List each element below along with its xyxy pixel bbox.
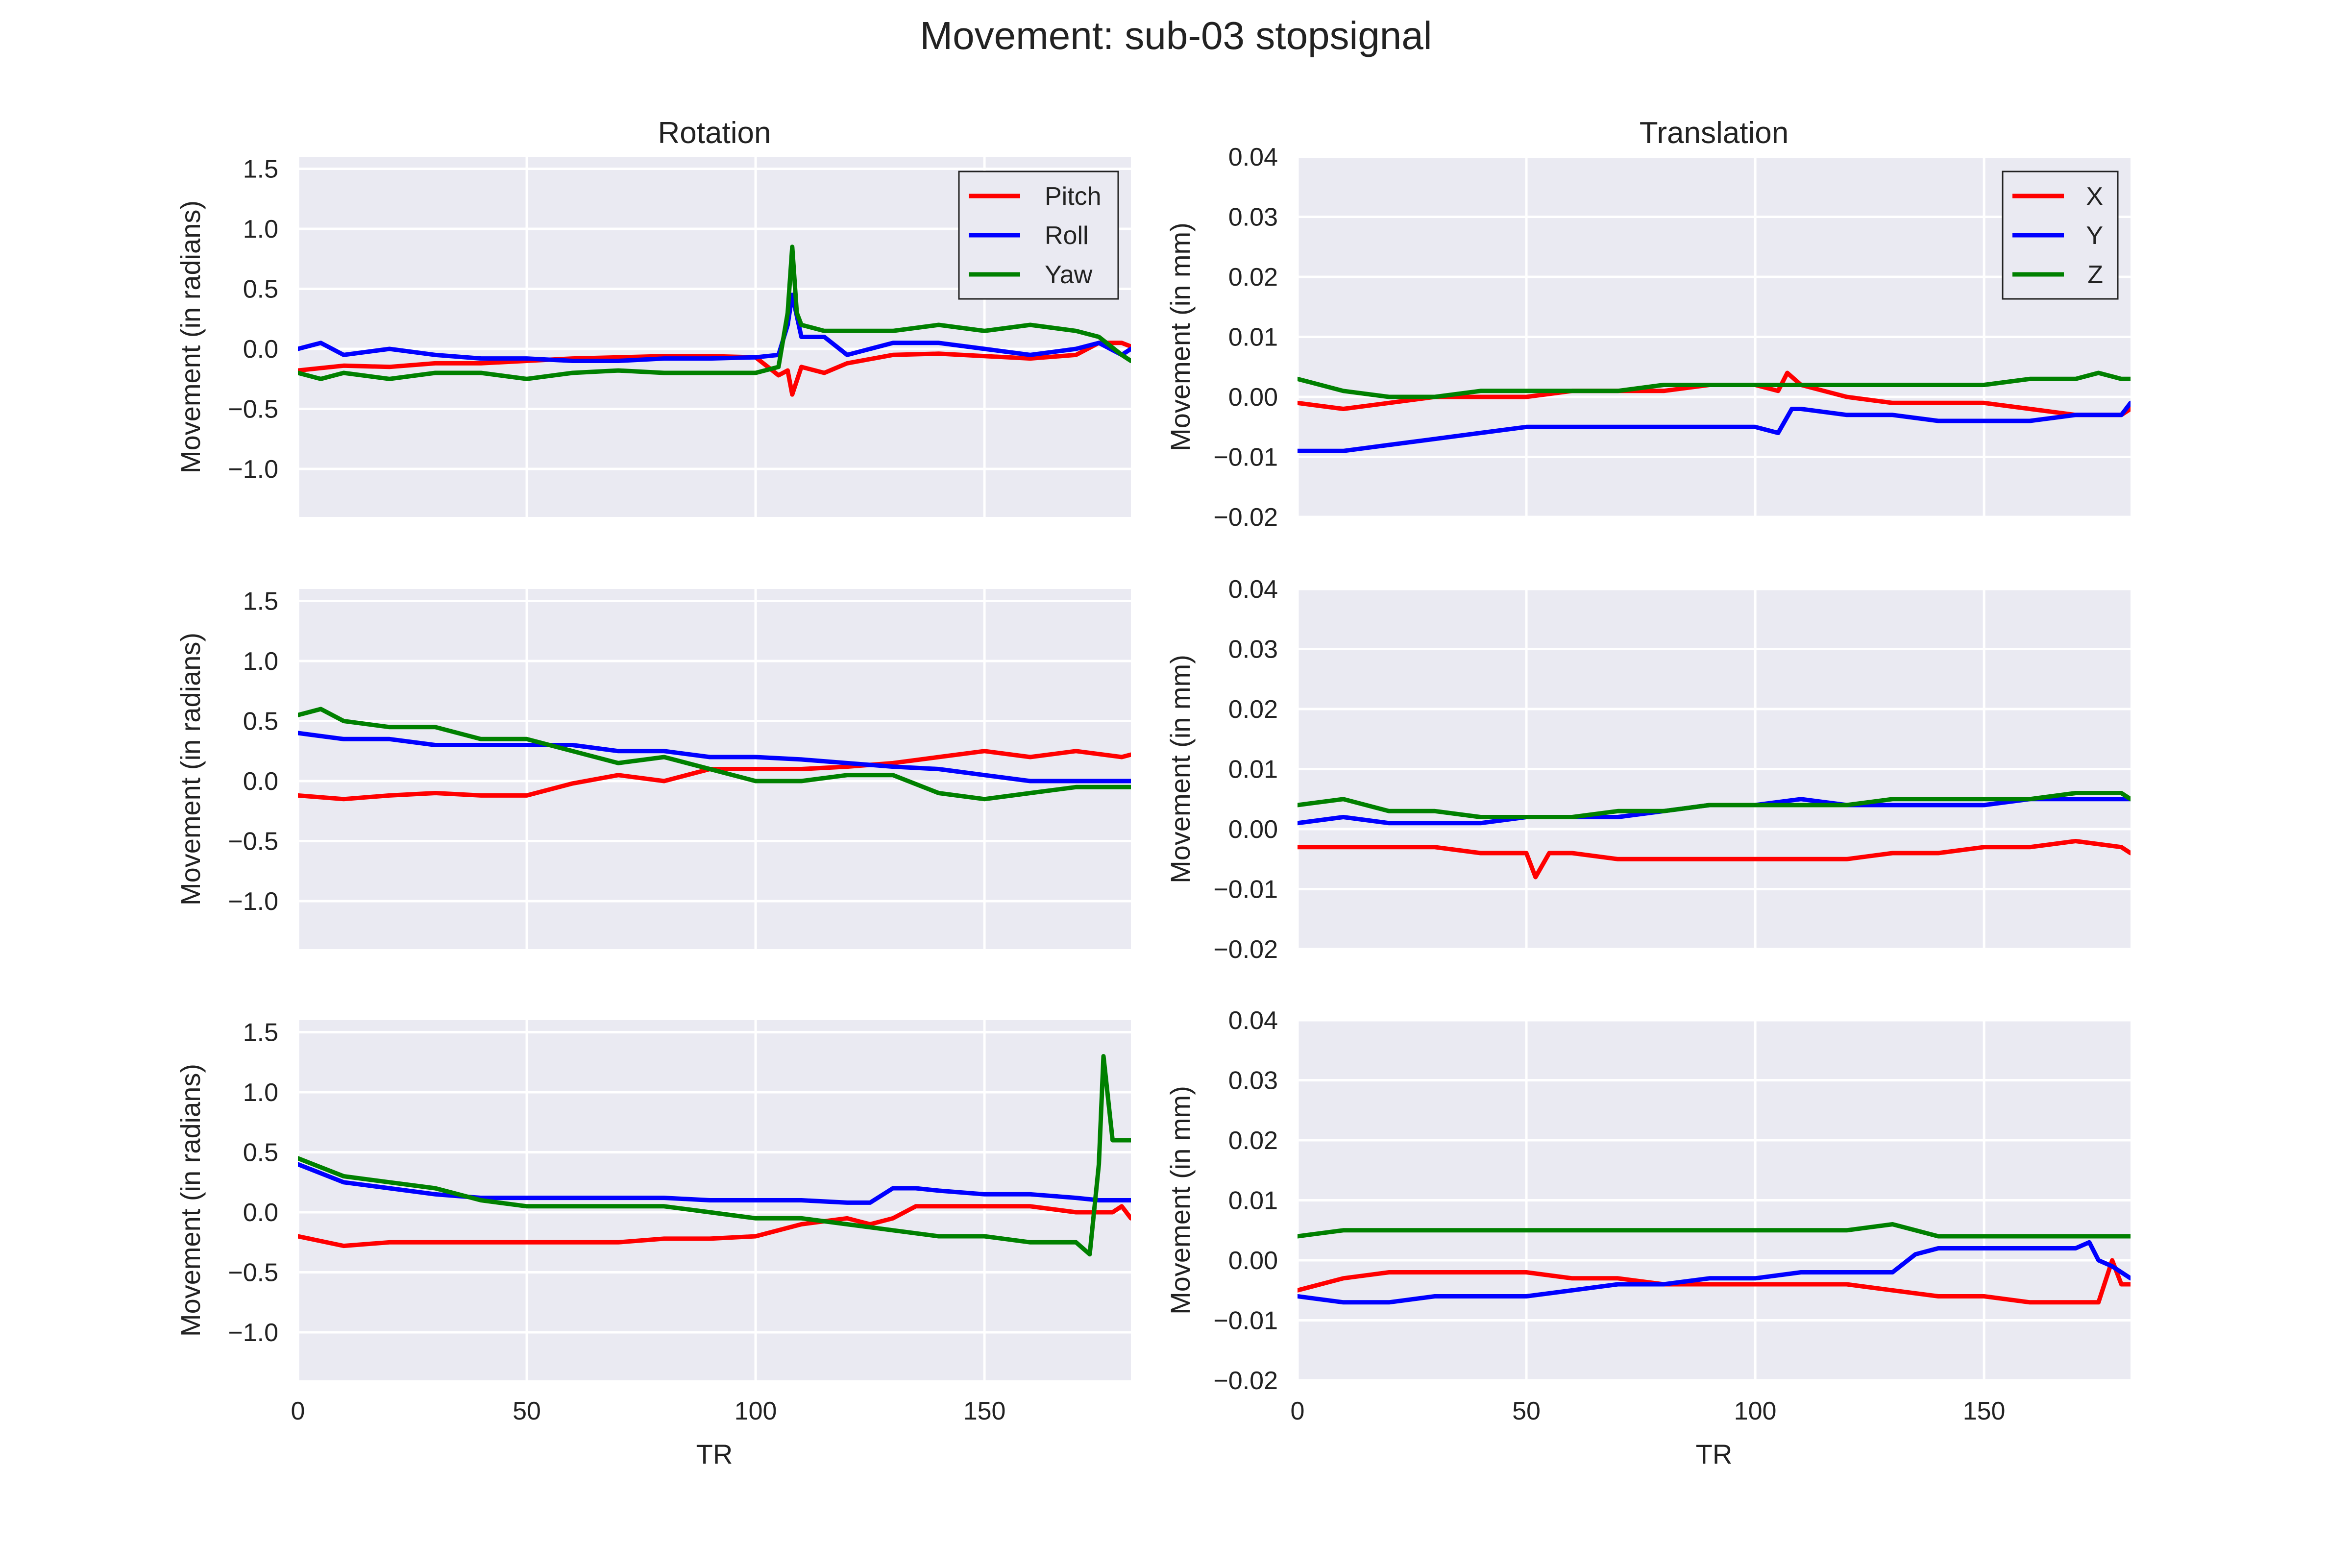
y-tick-label: −0.02 (1213, 935, 1278, 964)
panels-container: −1.0 −0.5 0.0 0.5 1.0 1.5 Rotation Movement (in… (175, 116, 2131, 1470)
y-tick-label: 0.01 (1228, 323, 1278, 352)
y-tick-label: 0.01 (1228, 756, 1278, 784)
y-tick-label: −0.01 (1213, 1307, 1278, 1335)
series-line-y (1298, 1240, 2131, 1305)
x-tick-label: 100 (1734, 1397, 1777, 1425)
panel-rotation-1: −1.0 −0.5 0.0 0.5 1.0 1.5 Rotation Movement (in… (175, 116, 1131, 517)
panel-translation-3: −0.02 −0.01 0.00 0.01 0.02 0.03 0.04 0 50 100 150 M… (1165, 1006, 2131, 1470)
y-tick-label: −0.5 (228, 395, 278, 424)
y-tick-label: −0.01 (1213, 876, 1278, 904)
panel-translation-2: −0.02 −0.01 0.00 0.01 0.02 0.03 0.04 Movement (… (1165, 575, 2131, 964)
x-axis-label: TR (1696, 1439, 1733, 1470)
series-line-y (1298, 400, 2131, 453)
series-line-pitch (298, 341, 1131, 397)
x-tick-label: 150 (963, 1397, 1006, 1425)
x-axis-label: TR (696, 1439, 733, 1470)
y-tick-label: 0.5 (243, 708, 278, 736)
x-tick-label: 0 (291, 1397, 305, 1425)
x-tick-label: 0 (1291, 1397, 1305, 1425)
y-tick-label: 0.02 (1228, 263, 1278, 292)
y-tick-label: 0.01 (1228, 1187, 1278, 1215)
series-lines (1298, 791, 2131, 880)
series-line-yaw (298, 1054, 1131, 1257)
y-tick-label: −0.01 (1213, 443, 1278, 472)
series-line-roll (298, 731, 1131, 784)
series-line-z (1298, 1222, 2131, 1239)
y-axis-label: Movement (in mm) (1165, 222, 1196, 451)
legend-label-x: X (2086, 182, 2103, 211)
series-line-x (1298, 839, 2131, 880)
y-tick-label: 1.0 (243, 1078, 278, 1107)
y-tick-label: 1.5 (243, 588, 278, 616)
y-tick-label: −1.0 (228, 455, 278, 484)
y-axis-label: Movement (in radians) (175, 633, 206, 906)
series-line-pitch (298, 749, 1131, 802)
y-tick-label: 0.5 (243, 1139, 278, 1167)
legend: XYZ (2002, 171, 2119, 300)
y-tick-label: 0.0 (243, 767, 278, 796)
x-tick-label: 50 (1512, 1397, 1541, 1425)
series-line-yaw (298, 245, 1131, 381)
series-line-z (1298, 791, 2131, 819)
legend-label-yaw: Yaw (1045, 261, 1093, 289)
series-lines (1298, 1222, 2131, 1305)
legend-label-pitch: Pitch (1045, 182, 1102, 211)
y-tick-label: 1.0 (243, 647, 278, 676)
panel-rotation-2: −1.0 −0.5 0.0 0.5 1.0 1.5 Movement (in radians… (175, 588, 1131, 949)
series-line-x (1298, 1258, 2131, 1305)
y-tick-label: 0.02 (1228, 695, 1278, 724)
y-tick-label: 0.02 (1228, 1127, 1278, 1155)
x-tick-label: 150 (1963, 1397, 2006, 1425)
y-tick-label: 0.04 (1228, 143, 1278, 172)
y-tick-label: 1.5 (243, 1019, 278, 1047)
y-tick-label: 0.00 (1228, 1247, 1278, 1275)
legend-label-z: Z (2087, 261, 2103, 289)
y-tick-label: 0.0 (243, 1199, 278, 1227)
y-tick-label: 1.5 (243, 155, 278, 184)
y-tick-label: −1.0 (228, 1319, 278, 1347)
panel-title: Translation (1640, 116, 1788, 150)
y-axis-label: Movement (in mm) (1165, 655, 1196, 883)
y-tick-label: −0.5 (228, 828, 278, 856)
y-tick-label: 0.03 (1228, 203, 1278, 232)
y-tick-label: 0.00 (1228, 815, 1278, 844)
series-line-x (1298, 370, 2131, 417)
panel-title: Rotation (658, 116, 771, 150)
series-lines (298, 707, 1131, 802)
y-tick-label: 1.0 (243, 215, 278, 244)
y-tick-label: 0.03 (1228, 636, 1278, 664)
y-tick-label: 0.00 (1228, 383, 1278, 412)
y-tick-label: 0.04 (1228, 1006, 1278, 1035)
x-tick-label: 100 (735, 1397, 777, 1425)
y-tick-label: −0.5 (228, 1259, 278, 1287)
panel-rotation-3: −1.0 −0.5 0.0 0.5 1.0 1.5 0 50 100 150 Movement (i… (175, 1019, 1131, 1470)
series-line-yaw (298, 707, 1131, 802)
x-tick-label: 50 (513, 1397, 541, 1425)
y-axis-label: Movement (in radians) (175, 200, 206, 473)
y-tick-label: 0.04 (1228, 575, 1278, 604)
y-axis-label: Movement (in radians) (175, 1064, 206, 1337)
y-tick-label: 0.03 (1228, 1067, 1278, 1095)
legend-label-y: Y (2086, 221, 2103, 250)
legend-label-roll: Roll (1045, 221, 1089, 250)
series-lines (298, 245, 1131, 397)
figure-title: Movement: sub-03 stopsignal (920, 14, 1432, 57)
series-lines (1298, 370, 2131, 453)
series-lines (298, 1054, 1131, 1257)
y-tick-label: 0.0 (243, 335, 278, 364)
panel-translation-1: −0.02 −0.01 0.00 0.01 0.02 0.03 0.04 Translatio… (1165, 116, 2131, 532)
y-tick-label: −0.02 (1213, 503, 1278, 532)
y-tick-label: −1.0 (228, 887, 278, 916)
series-line-z (1298, 370, 2131, 399)
legend: Pitch Roll Yaw (958, 171, 1119, 300)
y-axis-label: Movement (in mm) (1165, 1086, 1196, 1315)
y-tick-label: 0.5 (243, 275, 278, 304)
y-tick-label: −0.02 (1213, 1367, 1278, 1395)
